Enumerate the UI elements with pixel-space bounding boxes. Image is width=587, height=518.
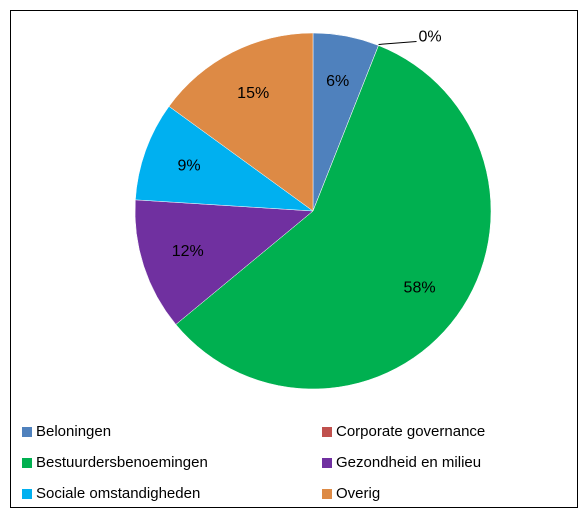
- legend-swatch: [22, 427, 32, 437]
- legend-swatch: [22, 458, 32, 468]
- legend-label: Beloningen: [36, 423, 111, 440]
- legend-label: Overig: [336, 485, 380, 502]
- legend-label: Gezondheid en milieu: [336, 454, 481, 471]
- data-label: 15%: [237, 85, 269, 102]
- legend-swatch: [322, 427, 332, 437]
- legend-label: Corporate governance: [336, 423, 485, 440]
- leader-line: [378, 41, 417, 45]
- legend-label: Bestuurdersbenoemingen: [36, 454, 208, 471]
- data-label: 6%: [326, 73, 349, 90]
- legend-swatch: [322, 489, 332, 499]
- legend-swatch: [22, 489, 32, 499]
- legend-label: Sociale omstandigheden: [36, 485, 200, 502]
- pie-slice: [134, 199, 314, 325]
- pie-slice: [135, 106, 314, 212]
- legend-swatch: [322, 458, 332, 468]
- data-label: 58%: [404, 280, 436, 297]
- data-label: 12%: [172, 243, 204, 260]
- pie-slice: [168, 32, 314, 212]
- pie-slice: [175, 45, 492, 390]
- data-label: 9%: [178, 158, 201, 175]
- data-label: 0%: [419, 29, 442, 46]
